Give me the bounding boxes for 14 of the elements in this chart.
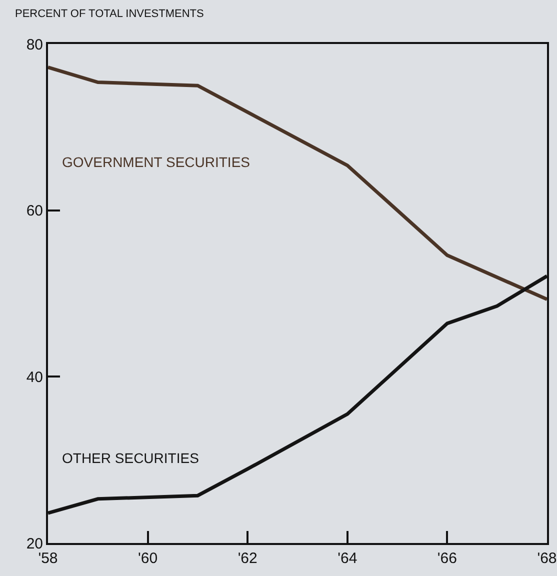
text: GOVERNMENT SECURITIES xyxy=(62,154,250,170)
series-label: OTHER SECURITIES xyxy=(62,450,199,466)
y-tick-label: 60 xyxy=(26,202,43,220)
x-tick-label: '60 xyxy=(138,550,158,567)
x-tick-label: '64 xyxy=(338,550,358,567)
y-tick-label: 40 xyxy=(26,368,43,386)
x-tick-label: '68 xyxy=(537,550,557,567)
y-axis-title: PERCENT OF TOTAL INVESTMENTS xyxy=(15,8,204,20)
x-tick-label: '66 xyxy=(437,550,457,567)
line-series xyxy=(48,66,547,302)
y-tick-label: 80 xyxy=(26,36,43,54)
y-tick-label: 20 xyxy=(26,535,43,552)
x-tick-label: '58 xyxy=(38,550,58,567)
x-tick-label: '62 xyxy=(238,550,258,567)
